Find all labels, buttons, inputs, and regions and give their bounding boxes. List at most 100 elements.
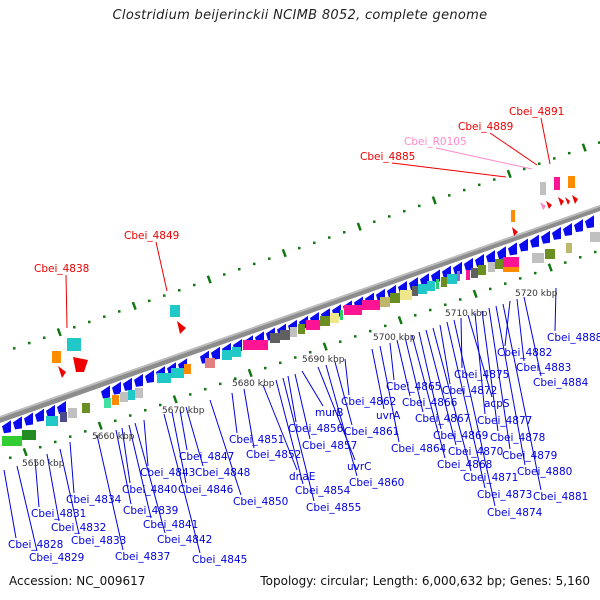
forward-gene-arrow bbox=[73, 357, 88, 372]
minor-tick bbox=[598, 141, 600, 144]
reverse-gene-box bbox=[171, 368, 184, 378]
minor-tick bbox=[343, 231, 346, 234]
leader-line bbox=[96, 434, 124, 551]
reverse-gene-box bbox=[68, 408, 77, 418]
reverse-gene-label: murB bbox=[315, 407, 343, 419]
magenta-gene bbox=[554, 177, 560, 190]
reverse-gene-box bbox=[466, 270, 470, 280]
minor-tick bbox=[568, 151, 571, 155]
minor-tick bbox=[328, 236, 331, 239]
reverse-gene-box bbox=[104, 398, 111, 408]
leader-line bbox=[371, 348, 385, 410]
leader-line bbox=[439, 324, 451, 385]
reverse-gene-label: Cbei_4857 bbox=[302, 440, 357, 452]
leader-line bbox=[418, 331, 442, 430]
reverse-gene-box bbox=[590, 232, 600, 242]
minor-tick bbox=[193, 283, 196, 287]
reverse-gene-box bbox=[232, 347, 241, 357]
reverse-gene-label: Cbei_4873 bbox=[477, 489, 532, 501]
leader-line bbox=[389, 342, 395, 381]
forward-gene-arrow bbox=[558, 197, 564, 206]
reverse-gene-box bbox=[135, 388, 143, 398]
leader-line bbox=[69, 441, 75, 494]
minor-tick bbox=[339, 340, 342, 343]
reverse-gene-arrow bbox=[35, 408, 44, 422]
reverse-gene-box bbox=[532, 253, 544, 263]
reverse-gene-box bbox=[157, 373, 171, 383]
scale-label: 5670 kbp bbox=[162, 406, 205, 416]
minor-tick bbox=[429, 308, 432, 312]
leader-line bbox=[481, 310, 499, 432]
reverse-gene-box bbox=[380, 297, 390, 307]
reverse-gene-box bbox=[400, 290, 412, 300]
major-tick bbox=[356, 222, 362, 231]
minor-tick bbox=[309, 350, 312, 354]
minor-tick bbox=[178, 289, 181, 292]
minor-tick bbox=[159, 403, 162, 407]
forward-gene-label: Cbei_4838 bbox=[34, 263, 89, 275]
minor-tick bbox=[279, 361, 282, 365]
reverse-gene-label: Cbei_4855 bbox=[306, 502, 361, 514]
reverse-gene-box bbox=[320, 316, 330, 326]
leader-line bbox=[121, 427, 131, 484]
reverse-gene-label: Cbei_4829 bbox=[29, 552, 84, 564]
leader-line bbox=[115, 429, 132, 505]
reverse-gene-box bbox=[427, 281, 435, 291]
leader-line bbox=[209, 399, 242, 496]
leader-line bbox=[262, 384, 298, 471]
minor-tick bbox=[504, 282, 507, 285]
reverse-gene-box bbox=[340, 310, 343, 320]
reverse-gene-label: Cbei_4864 bbox=[391, 443, 447, 455]
reverse-gene-arrow bbox=[552, 226, 561, 240]
forward-gene-label: Cbei_4885 bbox=[360, 151, 415, 163]
orange-gene bbox=[568, 176, 575, 188]
major-tick bbox=[131, 301, 137, 310]
reverse-strand-features bbox=[2, 215, 600, 446]
leader-line bbox=[287, 375, 297, 423]
reverse-gene-label: Cbei_4856 bbox=[288, 423, 344, 435]
leader-line bbox=[446, 321, 486, 489]
minor-tick bbox=[294, 356, 297, 359]
minor-tick bbox=[219, 382, 222, 386]
major-tick bbox=[581, 143, 587, 152]
reverse-gene-label: Cbei_4847 bbox=[179, 451, 234, 463]
leader-line bbox=[435, 147, 533, 170]
reverse-gene-label: uvrA bbox=[376, 410, 401, 422]
reverse-gene-label: Cbei_4845 bbox=[192, 554, 247, 566]
reverse-gene-box bbox=[503, 257, 519, 267]
minor-tick bbox=[54, 440, 57, 444]
orange-gene bbox=[52, 351, 61, 363]
minor-tick bbox=[538, 162, 541, 165]
reverse-gene-label: Cbei_4852 bbox=[246, 449, 301, 461]
minor-tick bbox=[478, 183, 481, 187]
major-tick bbox=[56, 327, 62, 337]
reverse-gene-box bbox=[471, 268, 478, 278]
reverse-gene-label: Cbei_4880 bbox=[517, 466, 572, 478]
reverse-gene-arrow bbox=[508, 242, 517, 256]
leader-line bbox=[502, 303, 542, 491]
reverse-gene-arrow bbox=[497, 246, 506, 260]
reverse-gene-arrow bbox=[211, 346, 220, 360]
leader-line bbox=[317, 366, 356, 461]
reverse-gene-label: Cbei_4840 bbox=[122, 484, 177, 496]
reverse-gene-box bbox=[60, 412, 67, 422]
minor-tick bbox=[564, 261, 567, 264]
minor-tick bbox=[129, 414, 132, 417]
forward-gene-arrow bbox=[512, 227, 518, 236]
leader-line bbox=[3, 469, 17, 539]
leader-line bbox=[411, 334, 446, 459]
leader-line bbox=[163, 413, 201, 554]
reverse-gene-arrow bbox=[46, 404, 55, 418]
reverse-gene-label: acpS bbox=[484, 398, 510, 410]
reverse-gene-label: Cbei_4879 bbox=[502, 450, 557, 462]
minor-tick bbox=[43, 336, 46, 340]
leader-line bbox=[65, 274, 68, 329]
minor-tick bbox=[103, 315, 106, 318]
leader-line bbox=[34, 458, 40, 508]
major-tick bbox=[281, 248, 287, 258]
reverse-gene-label: Cbei_4874 bbox=[487, 507, 543, 519]
outer-tick-row bbox=[13, 141, 600, 350]
reverse-gene-box bbox=[447, 274, 457, 284]
leader-line bbox=[301, 370, 324, 407]
reverse-gene-box bbox=[205, 358, 215, 368]
